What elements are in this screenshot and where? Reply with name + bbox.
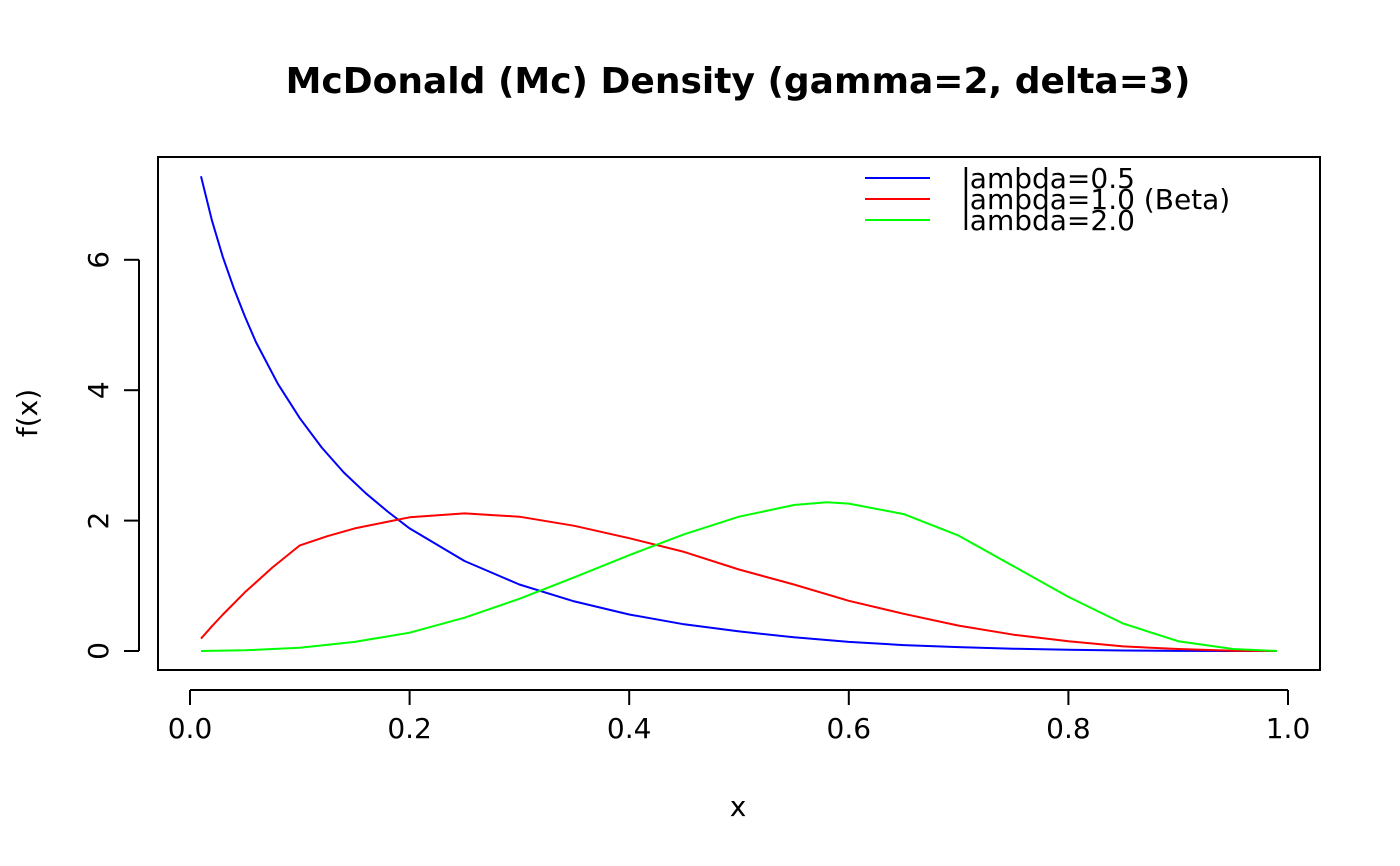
y-tick-label: 0 (82, 642, 115, 660)
series-layer (200, 176, 1278, 652)
legend-label: lambda=1.0 (Beta) (962, 183, 1230, 216)
x-tick-label: 0.2 (387, 712, 432, 745)
x-tick-label: 1.0 (1266, 712, 1311, 745)
y-axis: 0 2 4 6 (82, 251, 140, 660)
y-tick-label: 2 (82, 512, 115, 530)
series-line-0 (200, 176, 1277, 652)
x-axis: 0.0 0.2 0.4 0.6 0.8 1.0 (168, 689, 1311, 745)
x-tick-label: 0.8 (1046, 712, 1091, 745)
y-tick-label: 4 (82, 381, 115, 399)
series-line-1 (200, 512, 1278, 652)
legend-label: lambda=0.5 (962, 162, 1135, 195)
x-tick-label: 0.6 (827, 712, 872, 745)
series-line-2 (200, 501, 1278, 652)
x-axis-label: x (730, 790, 747, 823)
legend-label: lambda=2.0 (962, 204, 1135, 237)
y-axis-label: f(x) (11, 389, 44, 437)
y-tick-label: 6 (82, 251, 115, 269)
x-tick-label: 0.0 (168, 712, 213, 745)
x-tick-label: 0.4 (607, 712, 652, 745)
plot-frame (157, 156, 1321, 671)
chart-title: McDonald (Mc) Density (gamma=2, delta=3) (286, 61, 1191, 102)
